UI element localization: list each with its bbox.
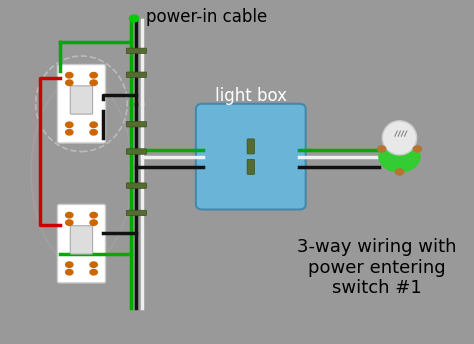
Circle shape: [65, 262, 73, 267]
FancyBboxPatch shape: [70, 226, 92, 254]
Text: 3-way wiring with
power entering
switch #1: 3-way wiring with power entering switch …: [297, 238, 456, 297]
Circle shape: [65, 130, 73, 135]
Circle shape: [65, 80, 73, 85]
FancyBboxPatch shape: [57, 65, 106, 143]
FancyBboxPatch shape: [126, 149, 146, 154]
FancyBboxPatch shape: [247, 139, 255, 154]
FancyBboxPatch shape: [70, 86, 92, 114]
FancyBboxPatch shape: [126, 48, 146, 54]
FancyBboxPatch shape: [247, 159, 255, 174]
Circle shape: [90, 262, 97, 267]
Circle shape: [90, 130, 97, 135]
Circle shape: [378, 146, 386, 152]
Ellipse shape: [383, 121, 417, 155]
FancyBboxPatch shape: [196, 104, 306, 209]
Circle shape: [90, 269, 97, 275]
Circle shape: [65, 220, 73, 225]
FancyBboxPatch shape: [126, 121, 146, 127]
Circle shape: [90, 80, 97, 85]
Circle shape: [65, 73, 73, 78]
Circle shape: [129, 15, 139, 22]
FancyBboxPatch shape: [126, 72, 146, 77]
Circle shape: [65, 269, 73, 275]
Circle shape: [90, 122, 97, 128]
Circle shape: [65, 122, 73, 128]
FancyBboxPatch shape: [57, 204, 106, 283]
Circle shape: [65, 212, 73, 218]
Circle shape: [90, 73, 97, 78]
Circle shape: [395, 169, 404, 175]
Circle shape: [379, 141, 420, 172]
FancyBboxPatch shape: [126, 183, 146, 189]
Circle shape: [413, 146, 421, 152]
Circle shape: [90, 220, 97, 225]
FancyBboxPatch shape: [126, 210, 146, 216]
Text: light box: light box: [215, 87, 287, 106]
Circle shape: [90, 212, 97, 218]
Text: power-in cable: power-in cable: [146, 8, 267, 26]
